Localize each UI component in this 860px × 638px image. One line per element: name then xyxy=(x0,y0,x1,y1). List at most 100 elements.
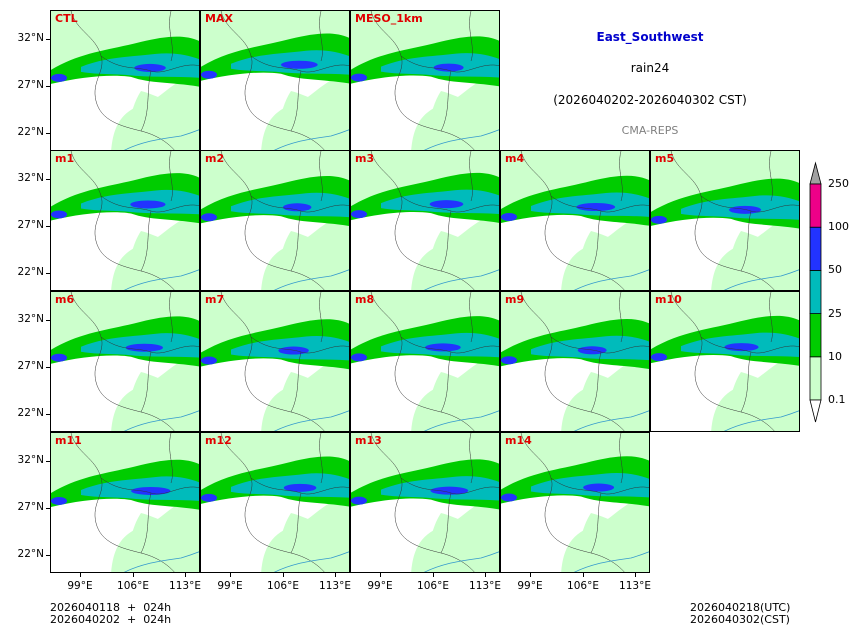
coastline xyxy=(124,129,199,150)
rain-area-light xyxy=(279,513,349,572)
rain-area-light xyxy=(429,372,499,431)
map-panel: m3 xyxy=(350,150,500,291)
rain-area-storm xyxy=(51,210,67,219)
rain-area-light xyxy=(279,372,349,431)
rain-area-storm xyxy=(501,356,517,365)
coastline xyxy=(274,269,349,290)
boundary-lines xyxy=(220,292,349,431)
rain-area-storm xyxy=(429,200,464,209)
boundary-lines xyxy=(70,433,199,572)
x-tick-label: 106°E xyxy=(117,580,149,592)
x-tick-label: 113°E xyxy=(319,580,351,592)
map-panel: m2 xyxy=(200,150,350,291)
rain-area-storm xyxy=(201,493,217,502)
colorbar-tick-label: 250 xyxy=(828,177,849,190)
boundary-lines xyxy=(220,433,349,572)
rainfall-map xyxy=(501,151,649,290)
y-tick-mark xyxy=(46,226,50,227)
valid-cst: 2026040302(CST) xyxy=(690,613,790,626)
panel-label: m1 xyxy=(55,152,75,165)
coastline xyxy=(124,410,199,431)
x-tick-mark xyxy=(335,573,336,577)
rain-area-light xyxy=(579,372,649,431)
x-tick-mark xyxy=(80,573,81,577)
x-tick-label: 113°E xyxy=(469,580,501,592)
rain-area-light xyxy=(129,513,199,572)
y-tick-mark xyxy=(46,133,50,134)
dry-area xyxy=(51,85,108,150)
x-tick-mark xyxy=(230,573,231,577)
rain-area-light xyxy=(729,372,799,431)
map-panel: MESO_1km xyxy=(350,10,500,151)
region-title: East_Southwest xyxy=(596,30,704,44)
rain-area-light xyxy=(279,231,349,290)
rainfall-map xyxy=(501,292,649,431)
x-tick-mark xyxy=(283,573,284,577)
coastline xyxy=(424,410,499,431)
rain-area-light xyxy=(279,91,349,150)
x-tick-mark xyxy=(185,573,186,577)
init-utc: 2026040118 + 024h xyxy=(50,601,172,614)
map-panel: MAX xyxy=(200,10,350,151)
map-panel: m14 xyxy=(500,432,650,573)
colorbar-over-arrow xyxy=(809,161,822,185)
boundary-lines xyxy=(520,151,649,290)
variable-title: rain24 xyxy=(630,61,670,75)
x-tick-mark xyxy=(380,573,381,577)
dry-area xyxy=(651,366,708,431)
map-panel: m11 xyxy=(50,432,200,573)
panel-label: m7 xyxy=(205,293,225,306)
rain-area-storm xyxy=(134,63,166,72)
map-panel: m10 xyxy=(650,291,800,432)
map-panel: m12 xyxy=(200,432,350,573)
y-tick-label: 22°N xyxy=(17,126,44,138)
coastline xyxy=(724,269,799,290)
coastline xyxy=(574,269,649,290)
colorbar-tick-label: 0.1 xyxy=(828,393,846,406)
x-tick-label: 113°E xyxy=(619,580,651,592)
boundary-lines xyxy=(370,433,499,572)
y-tick-label: 32°N xyxy=(17,313,44,325)
y-tick-label: 22°N xyxy=(17,407,44,419)
boundary-lines xyxy=(220,151,349,290)
colorbar-tick-label: 25 xyxy=(828,306,842,320)
boundary-lines xyxy=(370,151,499,290)
x-tick-label: 99°E xyxy=(517,580,543,592)
boundary-lines xyxy=(520,292,649,431)
dry-area xyxy=(201,507,258,572)
map-panel: CTL xyxy=(50,10,200,151)
coastline xyxy=(124,269,199,290)
init-cst: 2026040202 + 024h xyxy=(50,613,172,626)
y-tick-mark xyxy=(46,179,50,180)
y-tick-label: 32°N xyxy=(17,454,44,466)
rain-area-light xyxy=(579,513,649,572)
panel-label: m10 xyxy=(655,293,682,306)
rain-area-storm xyxy=(351,496,367,505)
colorbar-segment xyxy=(809,183,822,228)
coastline xyxy=(574,551,649,572)
rain-area-storm xyxy=(651,215,667,224)
boundary-lines xyxy=(70,11,199,150)
boundary-lines xyxy=(70,292,199,431)
x-tick-label: 113°E xyxy=(169,580,201,592)
x-tick-mark xyxy=(583,573,584,577)
y-tick-mark xyxy=(46,555,50,556)
colorbar-segment xyxy=(809,270,822,315)
boundary-lines xyxy=(670,151,799,290)
rain-area-storm xyxy=(433,63,464,72)
rainfall-map xyxy=(201,292,349,431)
rain-area-storm xyxy=(501,213,517,222)
dry-area xyxy=(201,225,258,290)
map-panel: m13 xyxy=(350,432,500,573)
panel-label: m3 xyxy=(355,152,375,165)
rainfall-map xyxy=(351,292,499,431)
valid-utc: 2026040218(UTC) xyxy=(690,601,791,614)
colorbar-tick-label: 100 xyxy=(828,220,849,234)
y-tick-mark xyxy=(46,273,50,274)
rainfall-map xyxy=(201,433,349,572)
coastline xyxy=(124,551,199,572)
x-tick-mark xyxy=(485,573,486,577)
dry-area xyxy=(501,366,558,431)
boundary-lines xyxy=(370,292,499,431)
rain-area-storm xyxy=(51,73,67,82)
